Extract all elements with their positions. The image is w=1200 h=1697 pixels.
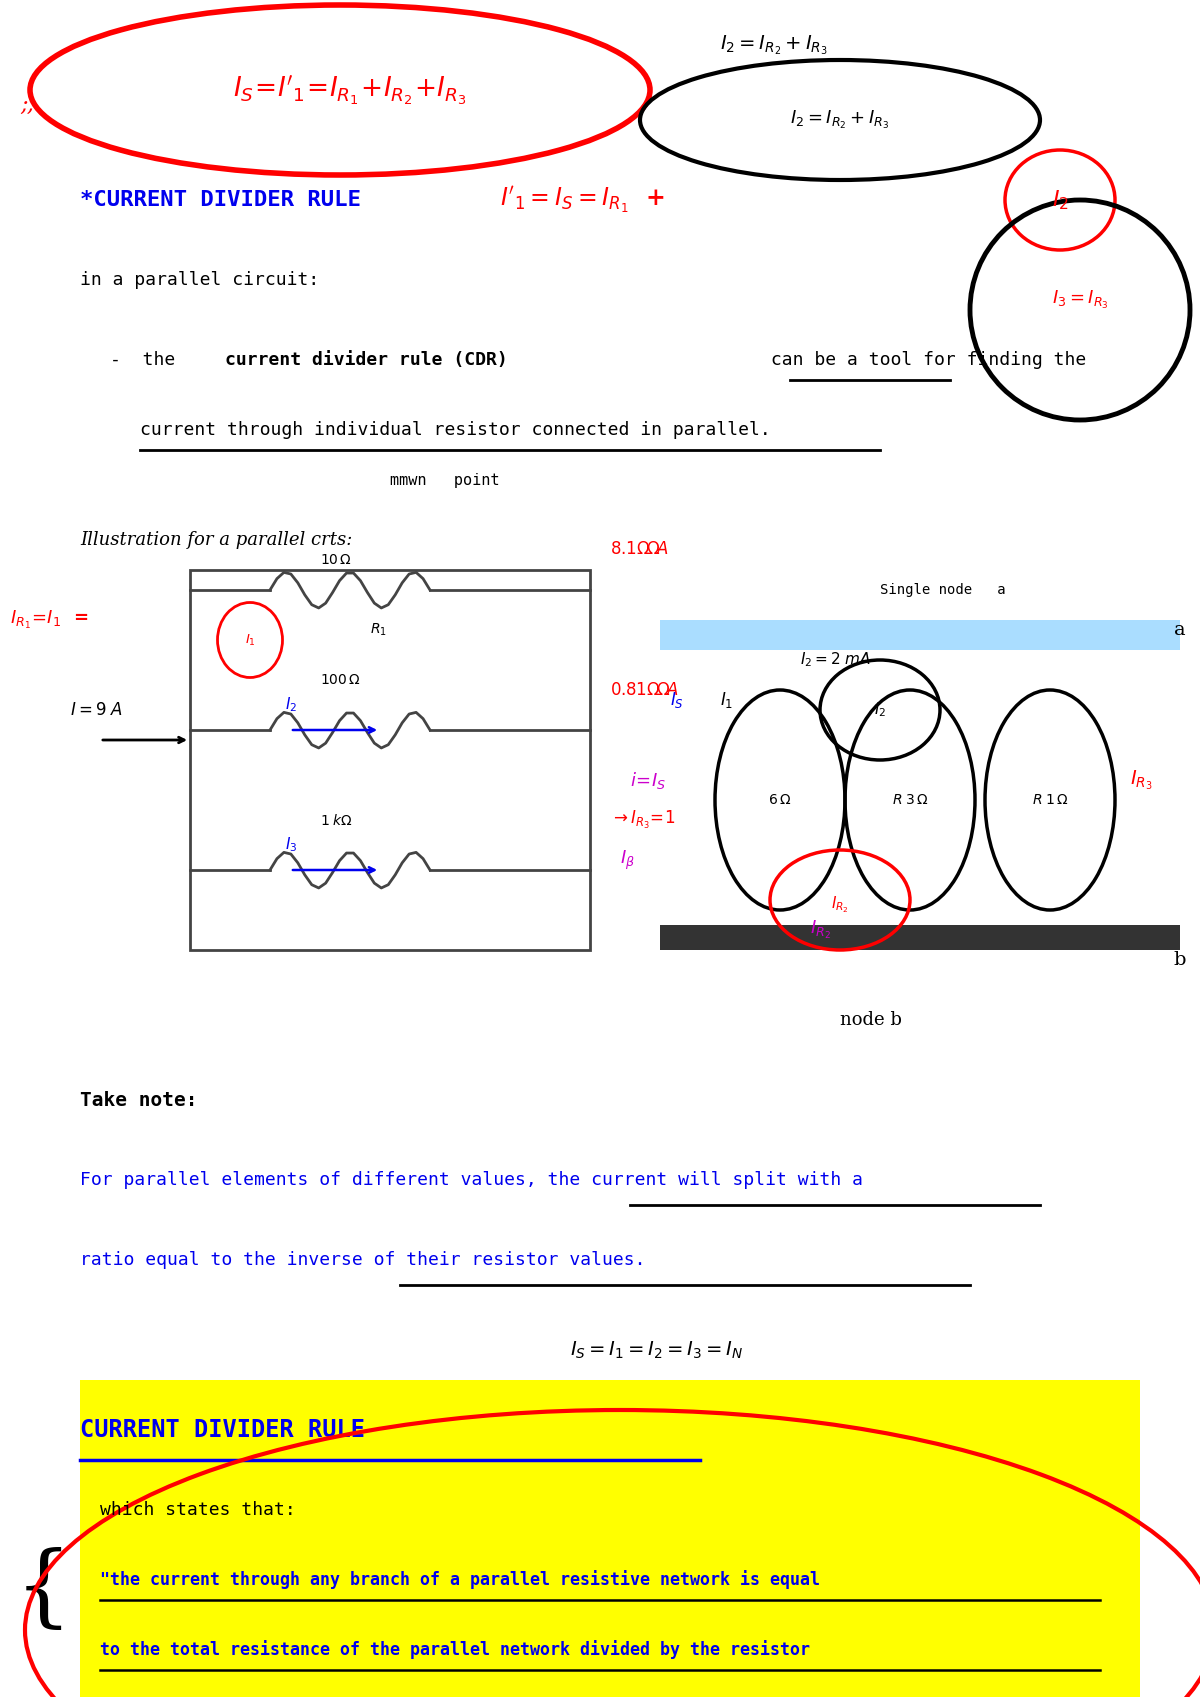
Text: a: a	[1174, 621, 1186, 640]
Text: "the current through any branch of a parallel resistive network is equal: "the current through any branch of a par…	[100, 1570, 820, 1590]
Text: $6\,\Omega$: $6\,\Omega$	[768, 792, 792, 808]
Text: ;;: ;;	[20, 93, 35, 115]
Text: $I_2 = I_{R_2} + I_{R_3}$: $I_2 = I_{R_2} + I_{R_3}$	[791, 109, 889, 131]
Text: Take note:: Take note:	[80, 1091, 198, 1110]
Text: $0.81\Omega\!\Omega\!A$: $0.81\Omega\!\Omega\!A$	[610, 682, 679, 699]
Text: $I_{R_2}$: $I_{R_2}$	[832, 894, 848, 915]
Text: $I_{R_1}\!=\!I_1$  =: $I_{R_1}\!=\!I_1$ =	[10, 609, 89, 631]
Text: $I_S = I_1 = I_2 = I_3 = I_N$: $I_S = I_1 = I_2 = I_3 = I_N$	[570, 1339, 743, 1361]
Text: -  the: - the	[110, 351, 186, 368]
Text: $I_2$: $I_2$	[1051, 188, 1068, 212]
Text: $I_\beta$: $I_\beta$	[620, 848, 635, 872]
Text: $I_2 = 2\;mA$: $I_2 = 2\;mA$	[800, 650, 870, 669]
Text: mmwn   point: mmwn point	[390, 472, 499, 487]
Text: $8.1\Omega\!\Omega\!A$: $8.1\Omega\!\Omega\!A$	[610, 541, 668, 558]
Text: Illustration for a parallel crts:: Illustration for a parallel crts:	[80, 531, 353, 550]
Text: For parallel elements of different values, the current will split with a: For parallel elements of different value…	[80, 1171, 863, 1190]
Text: $I = 9\;A$: $I = 9\;A$	[70, 701, 122, 720]
Text: $R_1$: $R_1$	[370, 621, 386, 638]
Text: $I_2 = I_{R_2} + I_{R_3}$: $I_2 = I_{R_2} + I_{R_3}$	[720, 34, 828, 56]
Text: $I_1$: $I_1$	[720, 691, 733, 709]
FancyBboxPatch shape	[80, 1380, 1140, 1697]
Text: $100\,\Omega$: $100\,\Omega$	[320, 674, 361, 687]
Text: $R\;1\,\Omega$: $R\;1\,\Omega$	[1032, 792, 1068, 808]
Text: $10\,\Omega$: $10\,\Omega$	[320, 553, 352, 567]
Text: $I_S$: $I_S$	[670, 691, 684, 709]
Text: current divider rule (CDR): current divider rule (CDR)	[226, 351, 508, 368]
Bar	[190, 570, 590, 950]
Text: in a parallel circuit:: in a parallel circuit:	[80, 272, 319, 288]
Text: $I_2$: $I_2$	[286, 696, 298, 714]
Text: CURRENT DIVIDER RULE: CURRENT DIVIDER RULE	[80, 1419, 365, 1442]
Text: current through individual resistor connected in parallel.: current through individual resistor conn…	[140, 421, 770, 440]
Bar	[660, 619, 1180, 650]
Text: $I_3$: $I_3$	[286, 835, 298, 854]
Text: can be a tool for finding the: can be a tool for finding the	[760, 351, 1086, 368]
Text: to the total resistance of the parallel network divided by the resistor: to the total resistance of the parallel …	[100, 1641, 810, 1660]
Text: $I'_1 = I_S = I_{R_1}$  +: $I'_1 = I_S = I_{R_1}$ +	[500, 185, 665, 216]
Text: node b: node b	[840, 1011, 902, 1028]
Text: $\rightarrow I_{R_3}\!=\!1$: $\rightarrow I_{R_3}\!=\!1$	[610, 809, 676, 832]
Text: $1\;k\Omega$: $1\;k\Omega$	[320, 813, 353, 828]
Text: b: b	[1174, 950, 1187, 969]
Text: $I_2$: $I_2$	[874, 701, 886, 720]
Bar	[660, 925, 1180, 950]
Text: $i\!=\!I_S$: $i\!=\!I_S$	[630, 769, 666, 791]
Text: {: {	[14, 1546, 72, 1634]
Text: $I_{R_2}$: $I_{R_2}$	[810, 920, 830, 942]
Text: $I_3 = I_{R_3}$: $I_3 = I_{R_3}$	[1051, 288, 1109, 311]
Text: ratio equal to the inverse of their resistor values.: ratio equal to the inverse of their resi…	[80, 1251, 646, 1269]
Text: $I_{R_3}$: $I_{R_3}$	[1130, 769, 1153, 792]
Text: Single node   a: Single node a	[880, 584, 1006, 597]
Text: $I_1$: $I_1$	[245, 633, 256, 648]
Text: $R\;3\,\Omega$: $R\;3\,\Omega$	[892, 792, 929, 808]
Text: which states that:: which states that:	[100, 1502, 295, 1519]
Text: *CURRENT DIVIDER RULE: *CURRENT DIVIDER RULE	[80, 190, 361, 210]
Text: $I_S\!=\!I'_1\!=\!I_{R_1}\!+\!I_{R_2}\!+\!I_{R_3}$: $I_S\!=\!I'_1\!=\!I_{R_1}\!+\!I_{R_2}\!+…	[233, 73, 467, 107]
